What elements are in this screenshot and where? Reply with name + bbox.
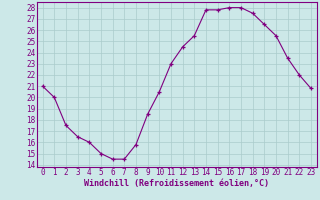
X-axis label: Windchill (Refroidissement éolien,°C): Windchill (Refroidissement éolien,°C) <box>84 179 269 188</box>
